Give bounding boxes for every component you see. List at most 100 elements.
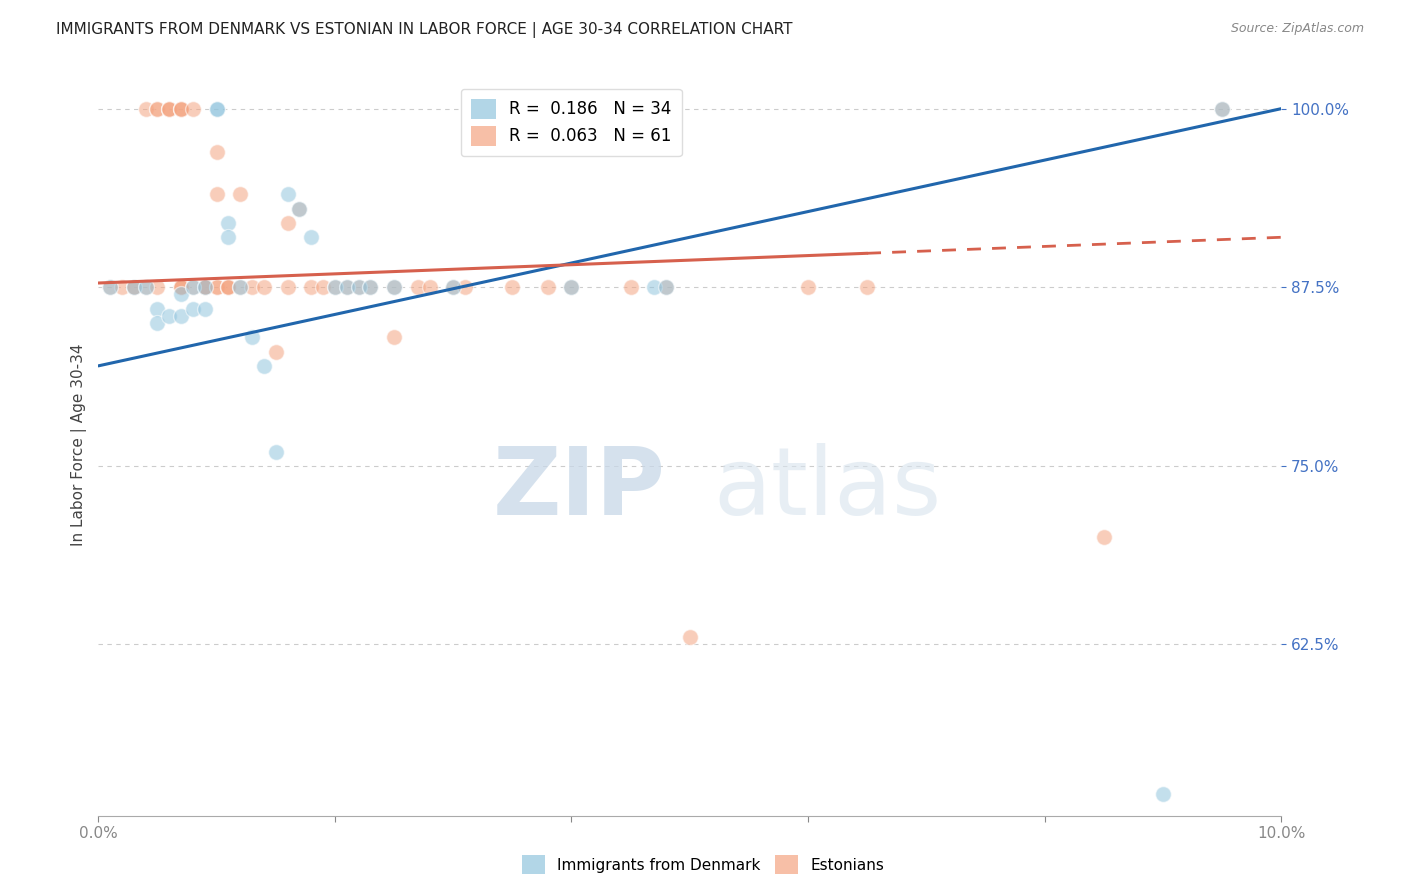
Point: [146, 316, 169, 330]
Point: [382, 280, 405, 294]
Point: [194, 280, 217, 294]
Text: IMMIGRANTS FROM DENMARK VS ESTONIAN IN LABOR FORCE | AGE 30-34 CORRELATION CHART: IMMIGRANTS FROM DENMARK VS ESTONIAN IN L…: [56, 22, 793, 38]
Point: [406, 280, 429, 294]
Point: [194, 280, 217, 294]
Point: [655, 280, 678, 294]
Point: [619, 280, 641, 294]
Point: [181, 102, 204, 116]
Point: [797, 280, 820, 294]
Point: [146, 280, 169, 294]
Point: [229, 280, 252, 294]
Point: [299, 230, 322, 244]
Point: [312, 280, 335, 294]
Point: [643, 280, 665, 294]
Text: ZIP: ZIP: [494, 443, 666, 535]
Point: [288, 202, 311, 216]
Point: [157, 309, 180, 323]
Point: [655, 280, 678, 294]
Point: [277, 216, 299, 230]
Point: [122, 280, 145, 294]
Point: [501, 280, 523, 294]
Point: [323, 280, 346, 294]
Point: [205, 102, 228, 116]
Point: [1152, 788, 1174, 802]
Point: [240, 330, 263, 344]
Point: [157, 102, 180, 116]
Point: [1092, 530, 1115, 544]
Point: [418, 280, 440, 294]
Point: [170, 280, 193, 294]
Point: [277, 187, 299, 202]
Point: [240, 280, 263, 294]
Point: [194, 280, 217, 294]
Point: [229, 187, 252, 202]
Point: [441, 280, 464, 294]
Point: [98, 280, 121, 294]
Point: [560, 280, 582, 294]
Point: [560, 280, 582, 294]
Point: [253, 280, 276, 294]
Point: [454, 280, 477, 294]
Point: [194, 280, 217, 294]
Point: [194, 280, 217, 294]
Point: [181, 280, 204, 294]
Point: [347, 280, 370, 294]
Point: [135, 102, 157, 116]
Point: [135, 280, 157, 294]
Point: [170, 102, 193, 116]
Point: [323, 280, 346, 294]
Point: [170, 280, 193, 294]
Point: [146, 102, 169, 116]
Point: [170, 280, 193, 294]
Point: [146, 102, 169, 116]
Point: [194, 301, 217, 316]
Point: [170, 102, 193, 116]
Point: [264, 344, 287, 359]
Point: [537, 280, 560, 294]
Point: [170, 287, 193, 301]
Text: Source: ZipAtlas.com: Source: ZipAtlas.com: [1230, 22, 1364, 36]
Point: [205, 145, 228, 159]
Point: [359, 280, 381, 294]
Point: [253, 359, 276, 373]
Point: [98, 280, 121, 294]
Point: [122, 280, 145, 294]
Point: [217, 280, 239, 294]
Point: [205, 102, 228, 116]
Point: [205, 187, 228, 202]
Point: [157, 102, 180, 116]
Point: [277, 280, 299, 294]
Y-axis label: In Labor Force | Age 30-34: In Labor Force | Age 30-34: [72, 343, 87, 546]
Point: [347, 280, 370, 294]
Legend: R =  0.186   N = 34, R =  0.063   N = 61: R = 0.186 N = 34, R = 0.063 N = 61: [461, 88, 682, 156]
Point: [157, 102, 180, 116]
Point: [382, 330, 405, 344]
Point: [111, 280, 134, 294]
Point: [856, 280, 879, 294]
Point: [181, 301, 204, 316]
Point: [217, 280, 239, 294]
Point: [336, 280, 359, 294]
Point: [170, 309, 193, 323]
Text: atlas: atlas: [713, 443, 942, 535]
Point: [299, 280, 322, 294]
Point: [441, 280, 464, 294]
Point: [146, 301, 169, 316]
Point: [1211, 102, 1233, 116]
Point: [1211, 102, 1233, 116]
Point: [679, 630, 702, 644]
Point: [122, 280, 145, 294]
Point: [170, 102, 193, 116]
Point: [336, 280, 359, 294]
Point: [135, 280, 157, 294]
Point: [382, 280, 405, 294]
Legend: Immigrants from Denmark, Estonians: Immigrants from Denmark, Estonians: [516, 849, 890, 880]
Point: [217, 230, 239, 244]
Point: [205, 280, 228, 294]
Point: [264, 444, 287, 458]
Point: [181, 280, 204, 294]
Point: [217, 280, 239, 294]
Point: [217, 216, 239, 230]
Point: [229, 280, 252, 294]
Point: [205, 280, 228, 294]
